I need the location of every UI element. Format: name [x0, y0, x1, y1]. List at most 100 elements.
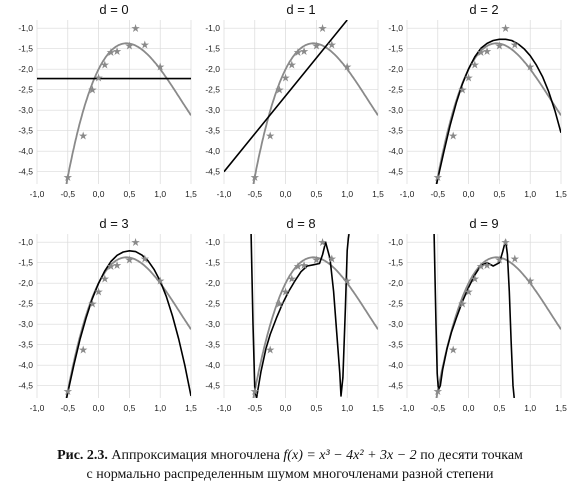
noisy-data-point: ★ [78, 344, 88, 357]
x-tick-label: 1,0 [341, 403, 353, 413]
y-tick-label: -2,5 [18, 85, 33, 95]
y-tick-label: -2,5 [205, 85, 220, 95]
noisy-data-point: ★ [311, 253, 321, 266]
caption-line-1: Рис. 2.3. Аппроксимация многочлена f(x) … [0, 446, 580, 465]
chart-panel-5: d = 9 -1,0 -0,5 0,0 0,5 1,0 1,5 -1,0 -1,5 -2,0 -2,… [388, 216, 567, 413]
y-tick-label: -4,5 [205, 381, 220, 391]
x-tick-label: 1,0 [524, 189, 536, 199]
x-tick-label: -0,5 [430, 189, 445, 199]
caption-formula-rhs: = x³ − 4x² + 3x − 2 [306, 448, 417, 463]
y-tick-label: -2,0 [205, 278, 220, 288]
x-tick-label: 0,0 [463, 189, 475, 199]
noisy-data-point: ★ [448, 344, 458, 357]
noisy-data-point: ★ [155, 60, 165, 73]
y-tick-label: -4,0 [205, 146, 220, 156]
chart-title: d = 9 [469, 216, 498, 231]
noisy-data-point: ★ [464, 71, 474, 84]
x-tick-label: 1,0 [341, 189, 353, 199]
y-tick-label: -4,5 [18, 381, 33, 391]
figure-caption: Рис. 2.3. Аппроксимация многочлена f(x) … [0, 446, 580, 484]
y-tick-label: -1,0 [18, 237, 33, 247]
true-function-curve [435, 42, 561, 184]
x-tick-label: 1,5 [555, 189, 567, 199]
noisy-data-point: ★ [140, 39, 150, 52]
chart-panel-4: d = 8 -1,0 -0,5 0,0 0,5 1,0 1,5 -1,0 -1,5 -2,0 -2,… [205, 216, 384, 413]
x-tick-label: 0,0 [93, 189, 105, 199]
y-tick-label: -2,5 [388, 299, 403, 309]
y-tick-label: -1,5 [18, 44, 33, 54]
x-tick-label: 0,0 [463, 403, 475, 413]
y-tick-label: -3,0 [388, 105, 403, 115]
y-tick-label: -3,0 [18, 105, 33, 115]
noisy-data-point: ★ [458, 298, 468, 311]
y-tick-label: -4,0 [388, 360, 403, 370]
noisy-data-point: ★ [525, 60, 535, 73]
noisy-data-point: ★ [342, 60, 352, 73]
true-function-curve [252, 42, 378, 184]
true-function-curve [65, 256, 191, 398]
x-tick-label: -1,0 [400, 403, 415, 413]
noisy-data-point: ★ [433, 385, 443, 398]
noisy-data-point: ★ [265, 344, 275, 357]
y-tick-label: -4,0 [205, 360, 220, 370]
noisy-data-point: ★ [318, 236, 328, 249]
x-tick-label: 1,0 [154, 403, 166, 413]
y-tick-label: -3,0 [388, 319, 403, 329]
y-tick-label: -2,5 [388, 85, 403, 95]
x-tick-label: -0,5 [430, 403, 445, 413]
fitted-polynomial-curve [435, 38, 561, 184]
x-tick-label: -0,5 [247, 189, 262, 199]
noisy-data-point: ★ [275, 84, 285, 97]
y-tick-label: -4,5 [18, 167, 33, 177]
x-tick-label: 1,5 [555, 403, 567, 413]
y-tick-label: -2,0 [388, 278, 403, 288]
true-function-curve [435, 256, 561, 398]
noisy-data-point: ★ [342, 274, 352, 287]
y-tick-label: -3,0 [205, 105, 220, 115]
y-tick-label: -4,5 [388, 167, 403, 177]
caption-text-a: Аппроксимация многочлена [111, 448, 280, 463]
noisy-data-point: ★ [155, 274, 165, 287]
y-tick-label: -1,0 [18, 23, 33, 33]
x-tick-label: -0,5 [247, 403, 262, 413]
y-tick-label: -2,0 [18, 64, 33, 74]
noisy-data-point: ★ [494, 39, 504, 52]
noisy-data-point: ★ [464, 285, 474, 298]
noisy-data-point: ★ [433, 171, 443, 184]
y-tick-label: -1,5 [205, 258, 220, 268]
noisy-data-point: ★ [293, 260, 303, 273]
chart-panel-0: d = 0 -1,0 -0,5 0,0 0,5 1,0 1,5 -1,0 -1,5 -2,0 -2,… [18, 2, 197, 199]
x-tick-label: 0,5 [310, 403, 322, 413]
caption-formula-lhs: f(x) [283, 448, 303, 463]
x-tick-label: 1,5 [372, 403, 384, 413]
noisy-data-point: ★ [112, 259, 122, 272]
chart-panel-2: d = 2 -1,0 -0,5 0,0 0,5 1,0 1,5 -1,0 -1,5 -2,0 -2,… [388, 2, 567, 199]
fitted-polynomial-curve [250, 234, 350, 398]
y-tick-label: -1,0 [205, 237, 220, 247]
noisy-data-point: ★ [250, 171, 260, 184]
x-tick-label: 0,5 [123, 403, 135, 413]
y-tick-label: -3,0 [205, 319, 220, 329]
x-tick-label: 0,0 [280, 403, 292, 413]
noisy-data-point: ★ [458, 84, 468, 97]
noisy-data-point: ★ [281, 71, 291, 84]
chart-title: d = 8 [286, 216, 315, 231]
x-tick-label: 0,0 [280, 189, 292, 199]
noisy-data-point: ★ [287, 272, 297, 285]
x-tick-label: -1,0 [217, 189, 232, 199]
noisy-data-point: ★ [100, 58, 110, 71]
chart-title: d = 3 [99, 216, 128, 231]
noisy-data-point: ★ [88, 84, 98, 97]
noisy-data-point: ★ [293, 46, 303, 59]
y-tick-label: -4,5 [205, 167, 220, 177]
fitted-polynomial-curve [433, 234, 515, 398]
x-tick-label: -0,5 [60, 403, 75, 413]
y-tick-label: -3,0 [18, 319, 33, 329]
noisy-data-point: ★ [318, 22, 328, 35]
noisy-data-point: ★ [112, 45, 122, 58]
noisy-data-point: ★ [311, 39, 321, 52]
y-tick-label: -1,0 [205, 23, 220, 33]
x-tick-label: -0,5 [60, 189, 75, 199]
noisy-data-point: ★ [287, 58, 297, 71]
y-tick-label: -3,5 [18, 340, 33, 350]
